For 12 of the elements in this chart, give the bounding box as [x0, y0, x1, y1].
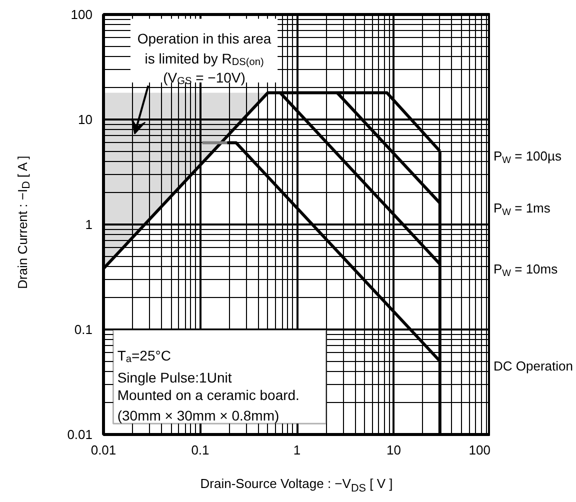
x-tick-label: 0.1 — [191, 442, 210, 458]
y-tick-label: 100 — [70, 7, 93, 22]
y-tick-label: 10 — [78, 112, 93, 127]
text: DC Operation — [494, 358, 573, 374]
x-tick-label: 0.01 — [90, 442, 116, 458]
x-tick-label: 100 — [468, 442, 491, 458]
x-tick-label: 1 — [293, 442, 301, 458]
y-tick-label: 0.01 — [67, 427, 93, 442]
x-tick-label: 10 — [386, 442, 401, 458]
x-axis-title: Drain-Source Voltage : −V$_{DS}$ [ V ] — [200, 475, 393, 497]
y-tick-label: 1 — [85, 217, 93, 232]
y-tick-label: 0.1 — [74, 322, 93, 337]
